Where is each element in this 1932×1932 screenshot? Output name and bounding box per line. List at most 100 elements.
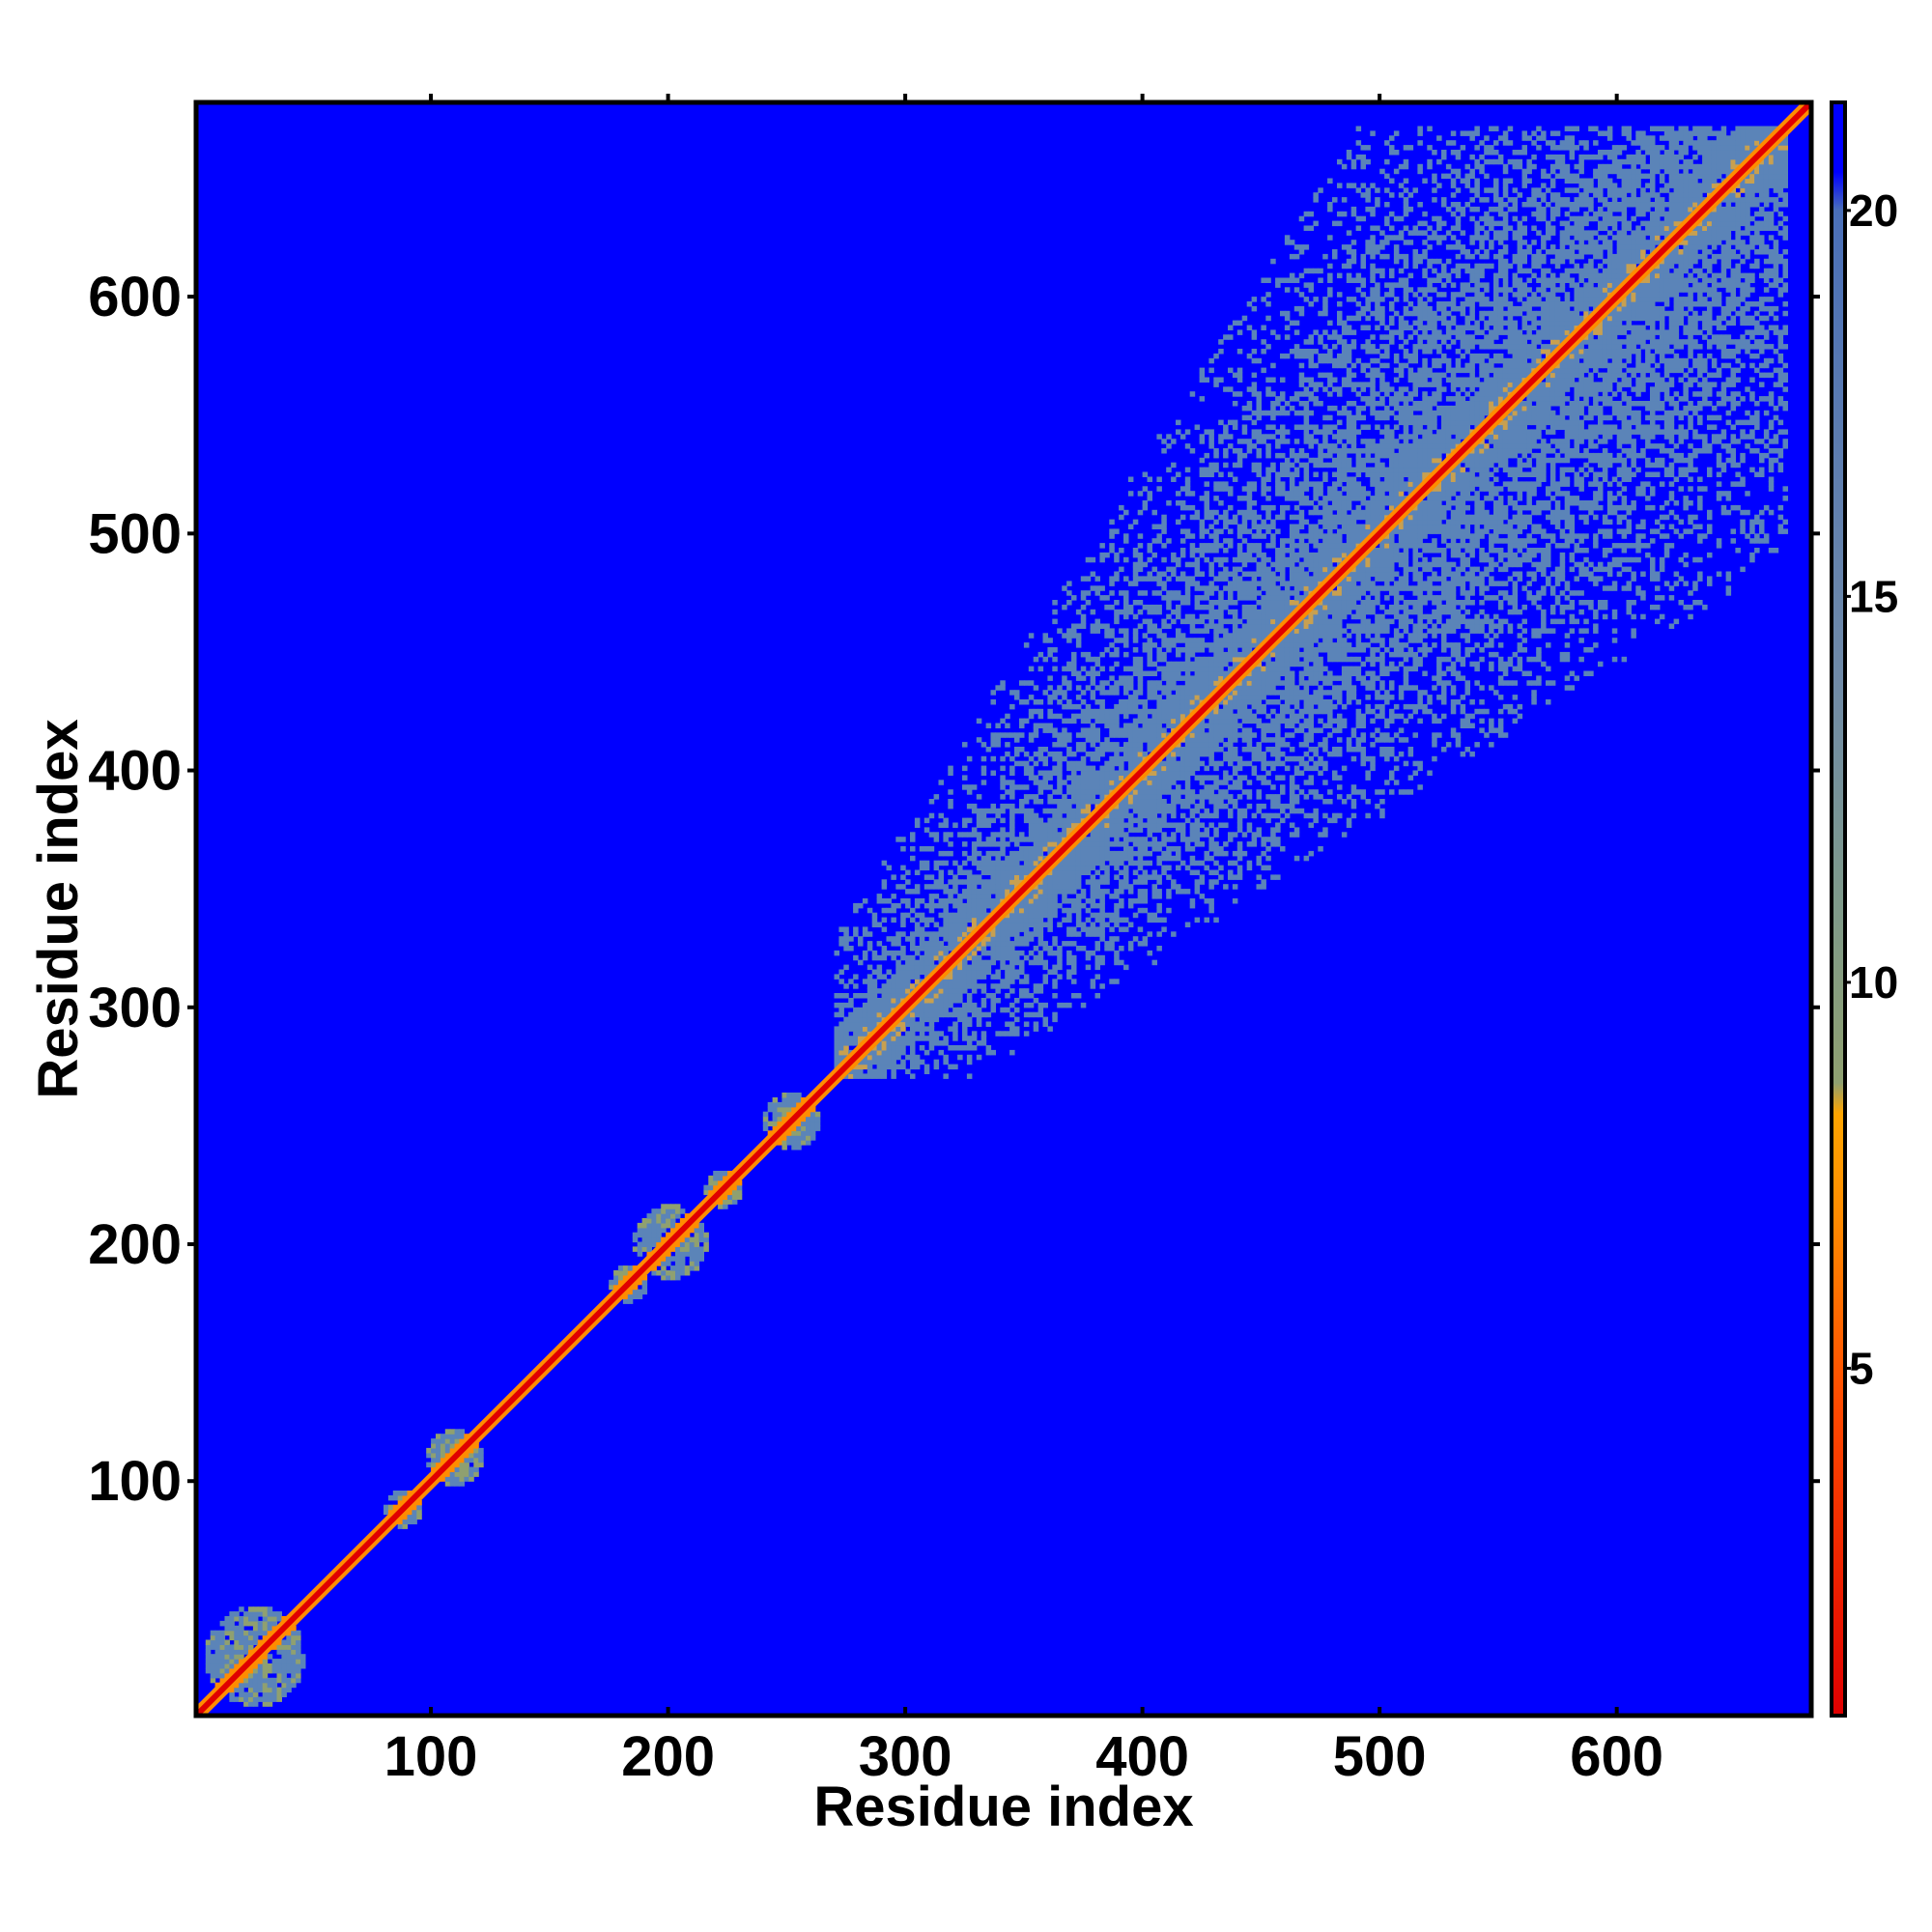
contact-cell: [1213, 661, 1219, 668]
contact-cell: [1099, 894, 1105, 899]
contact-cell: [1213, 638, 1219, 643]
contact-cell: [948, 869, 953, 875]
contact-cell: [684, 1246, 691, 1252]
contact-cell: [1166, 604, 1172, 611]
contact-cell: [1156, 879, 1162, 885]
contact-cell: [1184, 695, 1191, 700]
contact-cell: [1009, 827, 1015, 833]
contact-cell: [1132, 837, 1139, 842]
contact-cell: [1028, 775, 1035, 781]
contact-cell: [943, 1002, 949, 1009]
contact-cell: [1009, 784, 1015, 790]
contact-cell: [843, 1049, 849, 1056]
contact-cell: [1000, 941, 1006, 947]
contact-cell: [1189, 651, 1196, 658]
contact-cell: [871, 998, 878, 1004]
contact-cell: [933, 988, 940, 994]
contact-cell: [1080, 675, 1087, 681]
contact-cell: [1104, 723, 1110, 728]
contact-cell: [1251, 509, 1258, 516]
contact-cell: [1204, 504, 1209, 511]
contact-cell: [1080, 770, 1087, 776]
contact-cell: [444, 1476, 451, 1482]
contact-cell: [971, 983, 978, 989]
contact-cell: [810, 1135, 816, 1141]
contact-cell: [772, 1116, 779, 1122]
contact-cell: [1166, 566, 1172, 573]
contact-cell: [1223, 742, 1229, 748]
contact-cell: [1256, 590, 1262, 596]
contact-cell: [876, 1068, 883, 1074]
contact-cell: [976, 841, 982, 847]
contact-cell: [1176, 850, 1181, 857]
contact-cell: [1213, 703, 1219, 710]
contact-cell: [862, 1031, 868, 1037]
contact-cell: [1236, 638, 1243, 643]
contact-cell: [990, 959, 996, 966]
contact-cell: [473, 1452, 479, 1459]
contact-cell: [1119, 869, 1124, 875]
contact-cell: [1042, 959, 1048, 966]
contact-cell: [919, 959, 925, 966]
contact-cell: [1151, 670, 1157, 676]
contact-cell: [976, 898, 982, 904]
contact-cell: [1147, 950, 1152, 956]
contact-cell: [976, 917, 982, 923]
contact-cell: [1246, 439, 1253, 444]
contact-cell: [962, 1002, 968, 1009]
contact-cell: [1218, 822, 1224, 828]
contact-cell: [853, 931, 859, 937]
contact-cell: [1066, 751, 1072, 757]
contact-cell: [938, 993, 944, 999]
contact-cell: [637, 1232, 643, 1238]
contact-cell: [1023, 1002, 1030, 1009]
contact-cell: [1179, 528, 1186, 534]
contact-cell: [1171, 803, 1177, 810]
contact-cell: [933, 993, 940, 999]
contact-cell: [891, 954, 896, 961]
contact-cell: [862, 898, 868, 904]
contact-cell: [1151, 538, 1157, 544]
contact-cell: [1066, 628, 1072, 634]
contact-cell: [1171, 618, 1177, 625]
contact-cell: [1204, 832, 1209, 838]
contact-cell: [1057, 775, 1063, 781]
contact-cell: [948, 765, 953, 772]
contact-cell: [1213, 718, 1219, 724]
contact-cell: [1137, 670, 1144, 676]
contact-cell: [1189, 837, 1196, 842]
contact-cell: [1246, 604, 1253, 611]
contact-cell: [834, 1054, 839, 1061]
contact-cell: [1028, 1002, 1035, 1009]
contact-cell: [948, 941, 953, 947]
contact-cell: [1037, 983, 1044, 989]
contact-cell: [1213, 543, 1219, 549]
contact-cell: [1123, 832, 1129, 838]
contact-cell: [1179, 803, 1186, 810]
contact-cell: [1261, 576, 1266, 582]
contact-cell: [1232, 576, 1238, 582]
contact-cell: [1194, 755, 1201, 762]
contact-cell: [1099, 865, 1105, 871]
contact-cell: [957, 1007, 963, 1013]
contact-cell: [257, 1663, 264, 1669]
contact-cell: [985, 993, 992, 999]
contact-cell: [1147, 803, 1152, 810]
contact-cell: [234, 1659, 240, 1664]
contact-cell: [1123, 869, 1129, 875]
contact-cell: [928, 993, 935, 999]
contact-cell: [1189, 628, 1196, 634]
contact-cell: [1147, 874, 1152, 880]
contact-cell: [1199, 642, 1206, 648]
contact-cell: [1208, 533, 1214, 539]
contact-cell: [384, 1509, 389, 1516]
contact-cell: [1127, 604, 1134, 611]
contact-cell: [1019, 850, 1025, 857]
contact-cell: [919, 1002, 925, 1009]
contact-cell: [1256, 396, 1262, 402]
contact-cell: [928, 1040, 935, 1046]
contact-cell: [1204, 496, 1209, 501]
contact-cell: [923, 969, 930, 975]
contact-cell: [1114, 571, 1120, 577]
contact-cell: [1256, 708, 1262, 715]
